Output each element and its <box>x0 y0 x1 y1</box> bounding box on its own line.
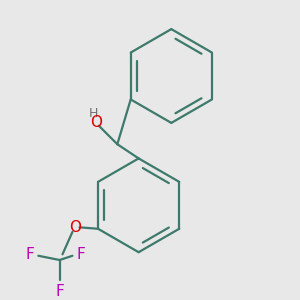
Text: O: O <box>90 116 102 130</box>
Text: H: H <box>88 107 98 120</box>
Text: F: F <box>55 284 64 299</box>
Text: F: F <box>25 247 34 262</box>
Text: F: F <box>77 247 85 262</box>
Text: O: O <box>69 220 81 235</box>
